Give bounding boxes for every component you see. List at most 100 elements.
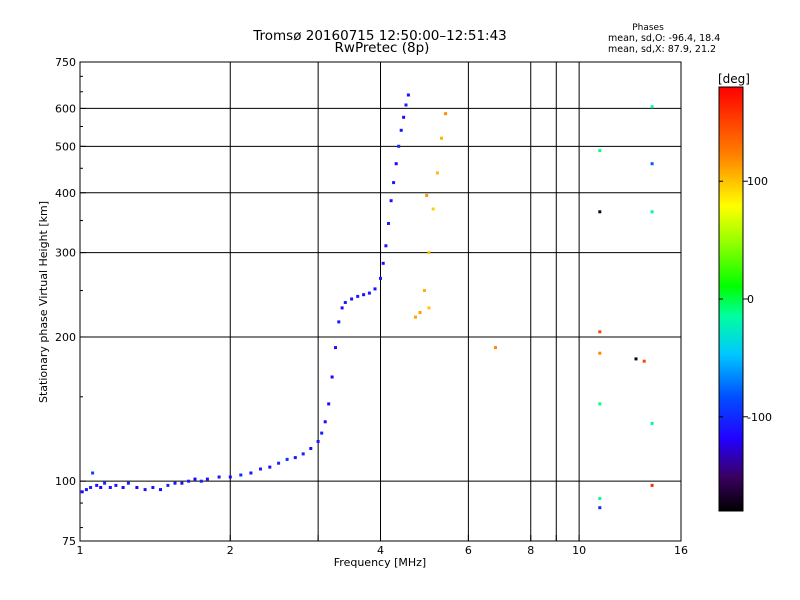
data-point xyxy=(350,297,354,301)
data-point xyxy=(494,346,497,350)
y-tick-label: 100 xyxy=(55,475,76,488)
data-point xyxy=(440,136,443,140)
data-point xyxy=(394,162,398,166)
data-point xyxy=(89,486,93,489)
data-point xyxy=(598,506,602,510)
data-point xyxy=(228,475,232,479)
data-point xyxy=(126,481,130,485)
x-axis-ticks: 1 2 4 6 8 10 16 xyxy=(77,535,688,557)
scatter-points xyxy=(80,93,654,510)
y-axis-label: Stationary phase Virtual Height [km] xyxy=(37,201,50,403)
data-point xyxy=(373,287,377,291)
data-point xyxy=(173,481,177,485)
data-point xyxy=(650,421,654,425)
x-tick-label: 1 xyxy=(77,544,84,557)
data-point xyxy=(108,486,112,489)
data-point xyxy=(598,497,602,500)
data-point xyxy=(316,440,320,443)
data-point xyxy=(239,473,243,477)
data-point xyxy=(95,483,99,487)
data-point xyxy=(99,486,103,489)
data-point xyxy=(323,420,327,424)
colorbar-ticks: 100 0 -100 xyxy=(719,175,772,424)
y-tick-label: 750 xyxy=(55,56,76,69)
data-point xyxy=(634,357,638,361)
phase-stats-heading: Phases xyxy=(632,23,664,33)
data-point xyxy=(293,456,297,460)
data-point xyxy=(404,103,408,107)
data-point xyxy=(320,431,324,435)
data-point xyxy=(425,193,429,197)
data-point xyxy=(193,477,197,481)
chart-title: Tromsø 20160715 12:50:00–12:51:43 xyxy=(252,28,507,44)
data-point xyxy=(334,346,337,350)
data-point xyxy=(650,162,654,166)
colorbar-tick-label: 100 xyxy=(747,175,768,188)
data-point xyxy=(114,483,118,487)
grid-lines xyxy=(80,62,681,541)
data-point xyxy=(414,315,417,319)
data-point xyxy=(598,351,602,355)
data-point xyxy=(389,199,393,203)
y-tick-label: 500 xyxy=(55,140,76,153)
data-point xyxy=(650,105,654,109)
data-point xyxy=(356,294,360,298)
data-point xyxy=(121,486,125,489)
data-point xyxy=(598,210,602,214)
data-point xyxy=(435,171,439,175)
data-point xyxy=(80,490,84,494)
data-point xyxy=(187,479,191,483)
data-point xyxy=(166,483,170,487)
data-point xyxy=(327,402,331,406)
data-point xyxy=(423,289,426,292)
data-point xyxy=(91,471,95,475)
y-tick-label: 75 xyxy=(62,535,76,548)
colorbar-label: [deg] xyxy=(718,72,750,86)
phase-stats-x: mean, sd,X: 87.9, 21.2 xyxy=(608,44,716,55)
y-tick-label: 200 xyxy=(55,331,76,344)
data-point xyxy=(367,291,371,295)
data-point xyxy=(301,452,305,456)
data-point xyxy=(277,461,281,465)
y-tick-label: 600 xyxy=(55,102,76,115)
data-point xyxy=(268,465,272,469)
data-point xyxy=(330,375,334,379)
x-tick-label: 16 xyxy=(674,544,688,557)
y-tick-label: 300 xyxy=(55,247,76,260)
data-point xyxy=(159,488,162,492)
data-point xyxy=(180,481,184,485)
colorbar-tick-label: 0 xyxy=(747,293,754,306)
data-point xyxy=(103,481,107,485)
data-point xyxy=(598,330,602,334)
y-axis-ticks: 75 100 200 300 400 500 600 750 xyxy=(55,56,86,548)
data-point xyxy=(402,115,406,119)
data-point xyxy=(337,320,341,324)
data-point xyxy=(406,93,410,97)
phase-stats-o: mean, sd,O: -96.4, 18.4 xyxy=(608,33,720,44)
data-point xyxy=(427,251,431,255)
data-point xyxy=(143,488,147,492)
data-point xyxy=(343,301,347,304)
data-point xyxy=(384,244,388,248)
data-point xyxy=(259,467,262,471)
data-point xyxy=(84,488,88,492)
chart-subtitle: RwPretec (8p) xyxy=(335,40,430,56)
x-tick-label: 4 xyxy=(377,544,384,557)
x-tick-label: 6 xyxy=(465,544,472,557)
data-point xyxy=(135,486,139,489)
data-point xyxy=(249,471,253,475)
data-point xyxy=(151,486,155,489)
x-tick-label: 10 xyxy=(572,544,586,557)
data-point xyxy=(431,207,435,211)
data-point xyxy=(285,457,289,461)
data-point xyxy=(205,477,209,481)
data-point xyxy=(199,479,203,483)
x-axis-label: Frequency [MHz] xyxy=(334,556,426,569)
data-point xyxy=(397,144,401,148)
data-point xyxy=(399,128,403,132)
data-point xyxy=(418,311,422,314)
x-tick-label: 2 xyxy=(227,544,234,557)
data-point xyxy=(387,222,390,225)
x-tick-label: 8 xyxy=(527,544,534,557)
